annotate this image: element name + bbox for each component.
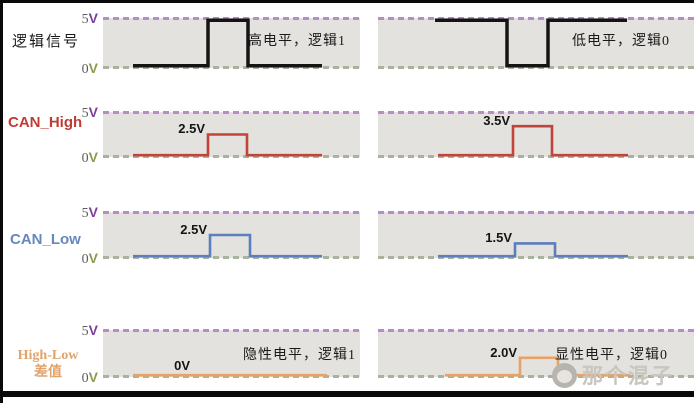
voltage-value-label: 0V <box>174 358 190 373</box>
watermark-panda-icon <box>552 362 577 388</box>
row-label-high-low-line1: High-Low <box>17 348 79 363</box>
annotation-recessive-logic1: 隐性电平，逻辑1 <box>243 348 356 363</box>
5v-dashed-line <box>378 211 694 214</box>
0v-dashed-line <box>378 256 694 259</box>
voltage-value-label: 1.5V <box>485 230 512 246</box>
waveform-diff-recessive <box>133 373 327 377</box>
watermark: 那个混子 <box>552 360 674 390</box>
annotation-low-level-logic0: 低电平，逻辑0 <box>572 34 670 49</box>
voltage-value-label: 3.5V <box>483 113 510 129</box>
row-label-high-low-diff: High-Low 差值 <box>2 347 94 381</box>
axis-label-0v-row1: 0V <box>81 60 98 77</box>
panel-logic-left: 高电平，逻辑1 <box>103 17 360 69</box>
bottom-border-bar <box>0 391 694 397</box>
voltage-value-label: 2.5V <box>180 221 207 237</box>
row-label-can-low: CAN_Low <box>10 231 81 248</box>
panel-logic-right: 低电平，逻辑0 <box>378 17 694 69</box>
annotation-high-level-logic1: 高电平，逻辑1 <box>248 34 346 49</box>
5v-dashed-line <box>378 329 694 332</box>
panel-diff-right: 2.0V 显性电平，逻辑0 <box>378 329 694 378</box>
axis-label-0v-row3: 0V <box>81 250 98 267</box>
0v-dashed-line <box>378 155 694 158</box>
5v-dashed-line <box>103 329 360 332</box>
5v-dashed-line <box>103 211 360 214</box>
waveform-can-low-dominant <box>438 242 628 258</box>
5v-dashed-line <box>378 111 694 114</box>
waveform-can-high-recessive <box>133 133 322 157</box>
panel-diff-left: 0V 隐性电平，逻辑1 <box>103 329 360 378</box>
axis-label-5v-row3: 5V <box>81 204 98 221</box>
0v-dashed-line <box>103 155 360 158</box>
0v-dashed-line <box>103 66 360 69</box>
axis-label-5v-row2: 5V <box>81 104 98 121</box>
axis-label-0v-row4: 0V <box>81 369 98 386</box>
axis-label-5v-row1: 5V <box>81 10 98 27</box>
panel-can-low-right: 1.5V <box>378 211 694 259</box>
panel-can-low-left: 2.5V <box>103 211 360 259</box>
0v-dashed-line <box>378 375 694 378</box>
voltage-value-label: 2.0V <box>490 344 517 360</box>
voltage-value-label: 2.5V <box>178 121 205 137</box>
5v-dashed-line <box>378 17 694 20</box>
axis-label-0v-row2: 0V <box>81 149 98 166</box>
panel-can-high-left: 2.5V <box>103 111 360 158</box>
waveform-logic-high-pulse <box>133 18 322 68</box>
row-label-high-low-line2: 差值 <box>34 365 62 380</box>
row-label-logic-signal: 逻辑信号 <box>12 34 81 50</box>
watermark-text: 那个混子 <box>582 364 674 388</box>
0v-dashed-line <box>103 256 360 259</box>
waveform-can-low-recessive <box>133 233 322 258</box>
waveform-can-high-dominant <box>438 124 628 157</box>
axis-label-5v-row4: 5V <box>81 322 98 339</box>
panel-can-high-right: 3.5V <box>378 111 694 158</box>
5v-dashed-line <box>103 111 360 114</box>
waveform-logic-low-pulse <box>435 18 627 68</box>
row-label-can-high: CAN_High <box>8 114 83 131</box>
annotation-dominant-logic0: 显性电平，逻辑0 <box>555 348 668 363</box>
